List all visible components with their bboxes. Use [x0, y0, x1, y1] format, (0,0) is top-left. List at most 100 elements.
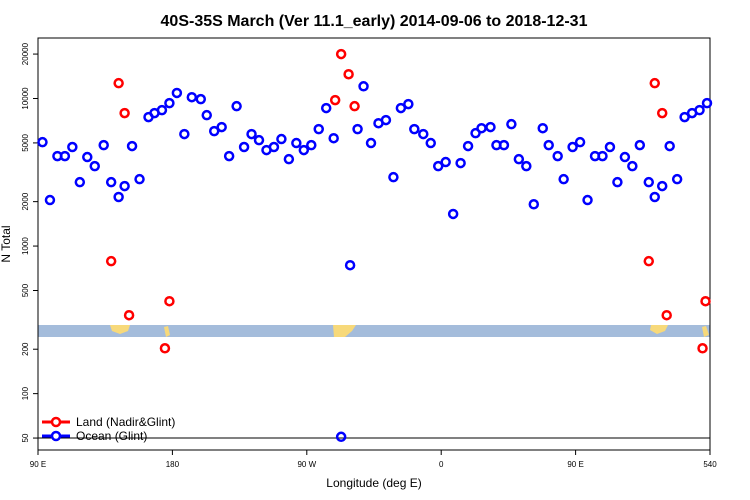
legend-marker	[50, 430, 62, 442]
data-point	[597, 150, 608, 162]
data-point	[604, 141, 616, 153]
data-point	[123, 309, 135, 321]
plot-frame	[37, 37, 711, 451]
data-point	[113, 191, 124, 203]
data-point	[352, 123, 363, 135]
data-point	[447, 208, 459, 220]
data-point	[455, 157, 466, 169]
data-point	[425, 137, 436, 149]
y-axis-label: N Total	[0, 225, 13, 262]
data-point	[521, 160, 532, 172]
data-point	[164, 295, 175, 307]
data-point	[195, 93, 207, 105]
data-point	[671, 173, 683, 185]
data-point	[634, 139, 646, 151]
data-point	[661, 309, 672, 321]
data-point	[59, 150, 71, 162]
data-point	[179, 128, 190, 140]
data-point	[664, 140, 675, 152]
data-point	[349, 100, 360, 112]
data-point	[643, 176, 655, 188]
y-tick-label: 20000	[21, 42, 30, 65]
data-point	[700, 295, 711, 307]
data-point	[186, 91, 198, 103]
data-point	[44, 194, 56, 206]
data-point	[552, 150, 563, 162]
data-point	[476, 122, 487, 134]
data-point	[395, 102, 407, 114]
data-point	[231, 100, 242, 112]
y-tick-label: 100	[21, 386, 30, 400]
data-point	[344, 259, 356, 271]
data-point	[306, 139, 317, 151]
data-point	[694, 104, 705, 116]
data-point	[656, 180, 668, 192]
data-point	[216, 121, 227, 133]
data-point	[246, 128, 257, 140]
y-tick-label: 500	[21, 283, 30, 297]
data-point	[485, 121, 496, 133]
data-point	[105, 255, 117, 267]
data-point	[283, 153, 295, 165]
data-point	[388, 171, 399, 183]
data-point	[119, 180, 130, 192]
data-point	[528, 199, 540, 210]
data-point	[343, 68, 354, 80]
data-point	[656, 107, 668, 119]
data-point	[119, 107, 130, 119]
data-point	[159, 343, 171, 354]
data-point	[649, 191, 660, 203]
data-point	[208, 125, 220, 137]
y-tick-label: 200	[21, 342, 30, 356]
data-point	[498, 139, 510, 151]
data-point	[365, 137, 377, 149]
data-point	[74, 176, 86, 188]
data-point	[432, 160, 444, 172]
data-point	[440, 156, 451, 168]
data-point	[506, 118, 517, 130]
x-tick-label: 90 E	[30, 460, 46, 469]
data-point	[619, 151, 631, 163]
data-point	[335, 48, 347, 60]
data-point	[462, 140, 474, 152]
data-point	[558, 173, 569, 185]
data-point	[156, 104, 168, 116]
data-point	[335, 431, 347, 443]
data-point	[409, 123, 420, 135]
y-tick-label: 1000	[21, 237, 30, 255]
data-point	[291, 137, 302, 149]
legend: Land (Nadir&Glint)Ocean (Glint)	[42, 415, 175, 443]
data-point	[320, 102, 332, 114]
data-point	[201, 109, 212, 121]
x-tick-label: 90 E	[567, 460, 583, 469]
data-point	[223, 150, 235, 162]
data-point	[643, 255, 655, 267]
data-point	[537, 122, 548, 134]
legend-label: Ocean (Glint)	[76, 429, 147, 443]
data-point	[418, 128, 429, 140]
data-point	[98, 139, 109, 151]
data-point	[582, 194, 593, 206]
data-point	[37, 136, 48, 148]
map-strip	[38, 325, 710, 337]
legend-label: Land (Nadir&Glint)	[76, 415, 175, 429]
data-point	[470, 127, 481, 139]
data-point	[627, 160, 638, 172]
legend-marker	[50, 416, 62, 428]
x-tick-label: 90 W	[297, 460, 316, 469]
data-point	[313, 123, 324, 135]
data-point	[171, 87, 183, 99]
data-point	[268, 141, 280, 153]
data-point	[513, 153, 525, 165]
data-point	[238, 141, 250, 153]
data-point	[89, 160, 100, 172]
data-point	[612, 176, 623, 188]
data-point	[701, 97, 713, 109]
data-point	[574, 136, 586, 148]
data-point	[134, 173, 145, 185]
data-point	[164, 97, 175, 109]
data-point	[567, 141, 578, 153]
x-tick-label: 0	[439, 460, 444, 469]
data-point	[697, 343, 708, 354]
